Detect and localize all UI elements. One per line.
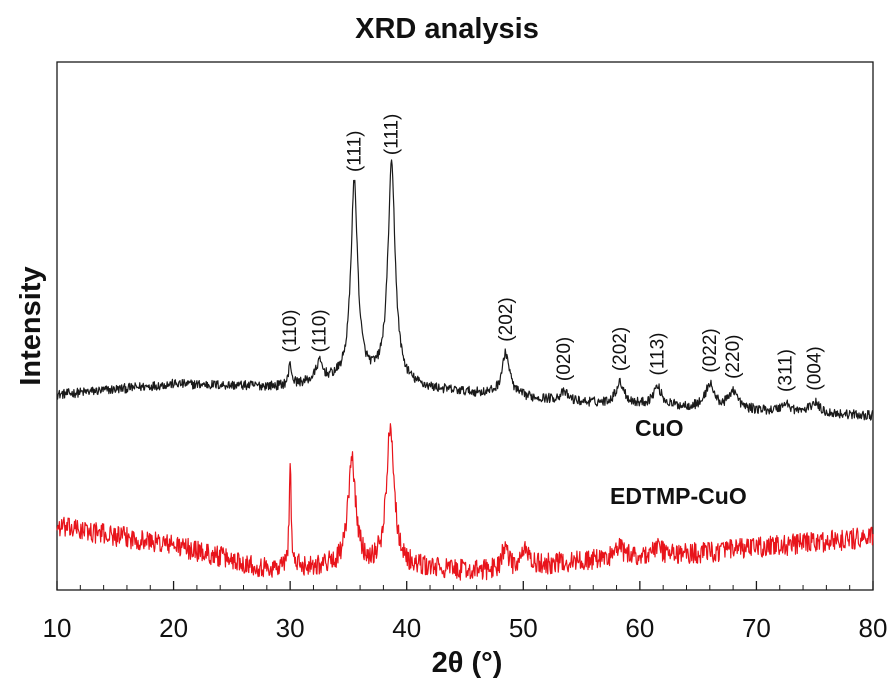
x-tick-label: 60 xyxy=(625,613,654,643)
x-tick-label: 20 xyxy=(159,613,188,643)
x-tick-label: 70 xyxy=(742,613,771,643)
x-axis-label: 2θ (°) xyxy=(432,647,503,679)
y-axis-label: Intensity xyxy=(15,266,47,385)
peak-label: (202) xyxy=(496,297,517,341)
peak-label: (111) xyxy=(344,130,365,172)
peak-label: (111) xyxy=(382,114,403,156)
peak-label: (220) xyxy=(723,335,744,379)
peak-label: (022) xyxy=(700,328,721,372)
x-tick-label: 10 xyxy=(43,613,72,643)
peak-labels: (110) (110) (111) (111) (202) (020) (202) (113)… xyxy=(280,114,826,392)
series-line-0 xyxy=(56,159,874,421)
x-axis: 10 20 30 40 50 60 70 80 xyxy=(43,581,888,643)
peak-label: (110) xyxy=(280,310,301,353)
x-tick-label: 40 xyxy=(392,613,421,643)
peak-label: (110) xyxy=(309,309,330,352)
peak-label: (004) xyxy=(805,346,826,390)
x-tick-label: 30 xyxy=(276,613,305,643)
peak-label: (202) xyxy=(610,327,631,371)
series-layer xyxy=(56,159,874,581)
series-line-1 xyxy=(56,423,874,581)
plot-frame xyxy=(56,61,874,591)
chart-title: XRD analysis xyxy=(355,13,539,45)
peak-label: (311) xyxy=(776,349,797,392)
x-tick-label: 50 xyxy=(509,613,538,643)
peak-label: (020) xyxy=(554,337,575,381)
peak-label: (113) xyxy=(647,333,668,376)
series-label-cuo: CuO xyxy=(635,415,684,441)
series-label-edtmp-cuo: EDTMP-CuO xyxy=(610,483,747,509)
x-tick-label: 80 xyxy=(859,613,888,643)
